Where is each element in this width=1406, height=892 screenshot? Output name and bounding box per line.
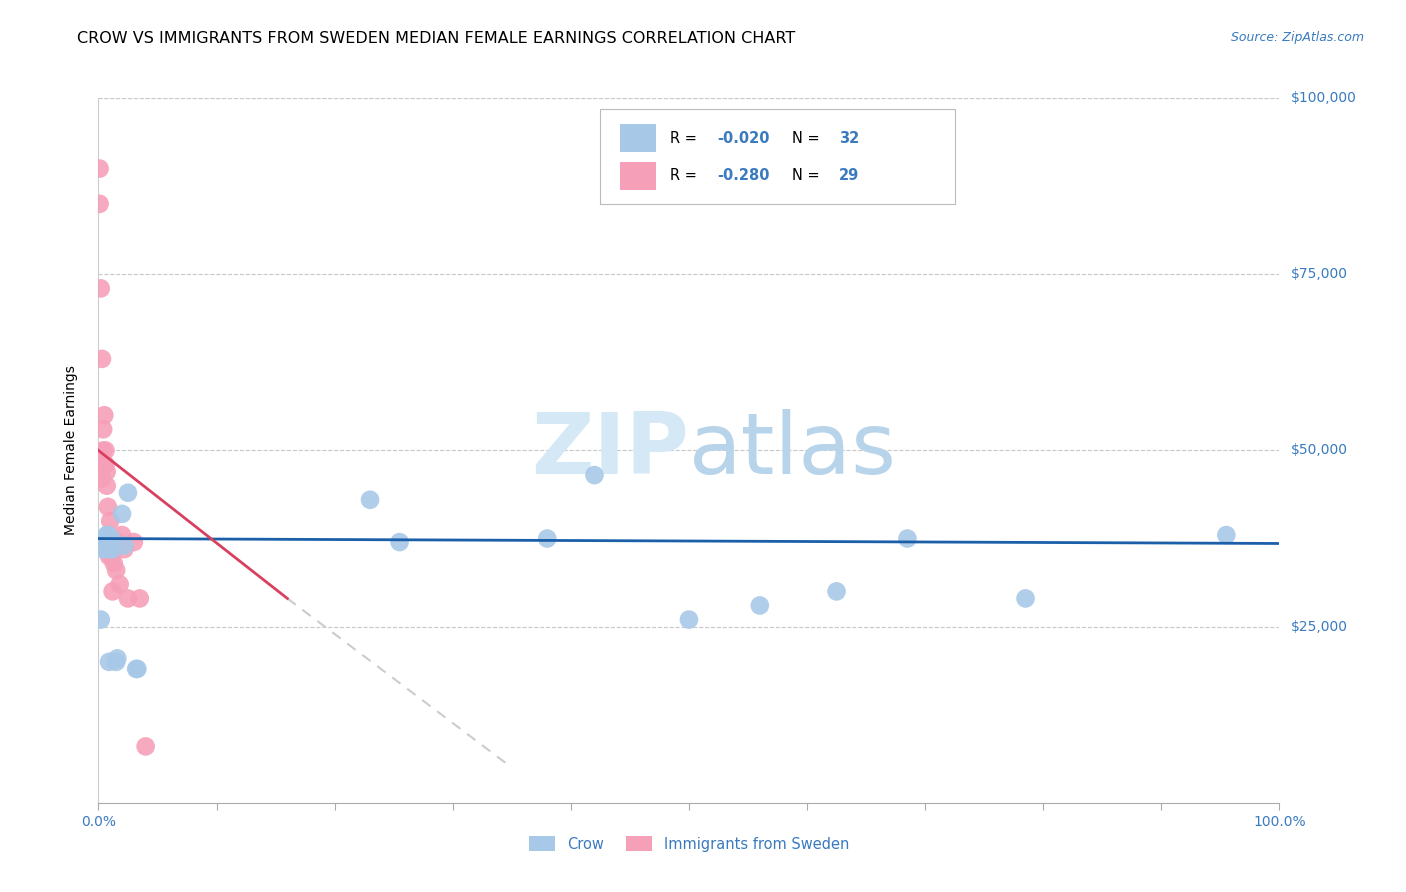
Point [105,651,128,665]
Text: Source: ZipAtlas.com: Source: ZipAtlas.com [1230,31,1364,45]
Point [105,535,128,549]
Point [96,528,118,542]
Point [536,532,558,546]
Point [127,662,149,676]
Point [108,577,131,591]
Point [1215,528,1237,542]
Point [359,492,381,507]
Text: R =: R = [671,131,702,145]
Point [100,532,122,546]
FancyBboxPatch shape [620,161,655,190]
Point [583,468,606,483]
Point [89,161,111,176]
Point [128,591,150,606]
Point [94,542,117,557]
Point [678,613,700,627]
Point [825,584,848,599]
Point [98,549,121,564]
Text: $50,000: $50,000 [1291,443,1347,458]
Point [91,351,114,366]
Point [94,539,117,553]
Point [93,458,115,472]
Point [94,458,117,472]
Text: R =: R = [671,168,702,183]
Text: 32: 32 [839,131,859,145]
Point [98,655,121,669]
Point [97,535,120,549]
Text: 29: 29 [839,168,859,183]
Point [103,556,125,570]
Legend: Crow, Immigrants from Sweden: Crow, Immigrants from Sweden [523,830,855,857]
Point [96,465,118,479]
Point [748,599,770,613]
Point [101,584,124,599]
Text: atlas: atlas [689,409,897,492]
Text: -0.280: -0.280 [717,168,769,183]
Point [93,532,115,546]
Point [96,478,118,492]
Point [111,528,134,542]
Point [97,500,120,514]
Point [1014,591,1036,606]
Point [100,549,122,564]
Text: CROW VS IMMIGRANTS FROM SWEDEN MEDIAN FEMALE EARNINGS CORRELATION CHART: CROW VS IMMIGRANTS FROM SWEDEN MEDIAN FE… [77,31,796,46]
Point [125,662,148,676]
Point [97,535,120,549]
Point [93,408,115,422]
Point [91,535,114,549]
Point [105,655,128,669]
Point [96,532,118,546]
Point [98,514,121,528]
Text: $25,000: $25,000 [1291,620,1347,633]
Point [91,472,114,486]
Point [112,539,135,553]
Point [90,613,112,627]
Point [896,532,918,546]
Text: N =: N = [792,131,824,145]
Point [112,542,135,557]
Point [94,443,117,458]
Point [90,281,112,295]
Point [111,507,134,521]
Point [97,528,120,542]
Text: $75,000: $75,000 [1291,268,1347,281]
Text: ZIP: ZIP [531,409,689,492]
FancyBboxPatch shape [620,124,655,153]
Point [117,485,139,500]
Text: $100,000: $100,000 [1291,91,1357,105]
Point [101,542,124,557]
FancyBboxPatch shape [600,109,955,204]
Point [122,535,145,549]
Point [117,591,139,606]
Text: -0.020: -0.020 [717,131,769,145]
Text: N =: N = [792,168,824,183]
Point [98,542,121,557]
Point [91,443,114,458]
Point [91,422,114,436]
Point [388,535,411,549]
Point [105,563,128,577]
Point [89,196,111,211]
Y-axis label: Median Female Earnings: Median Female Earnings [63,366,77,535]
Point [91,542,114,557]
Point [135,739,157,754]
Point [98,539,121,553]
